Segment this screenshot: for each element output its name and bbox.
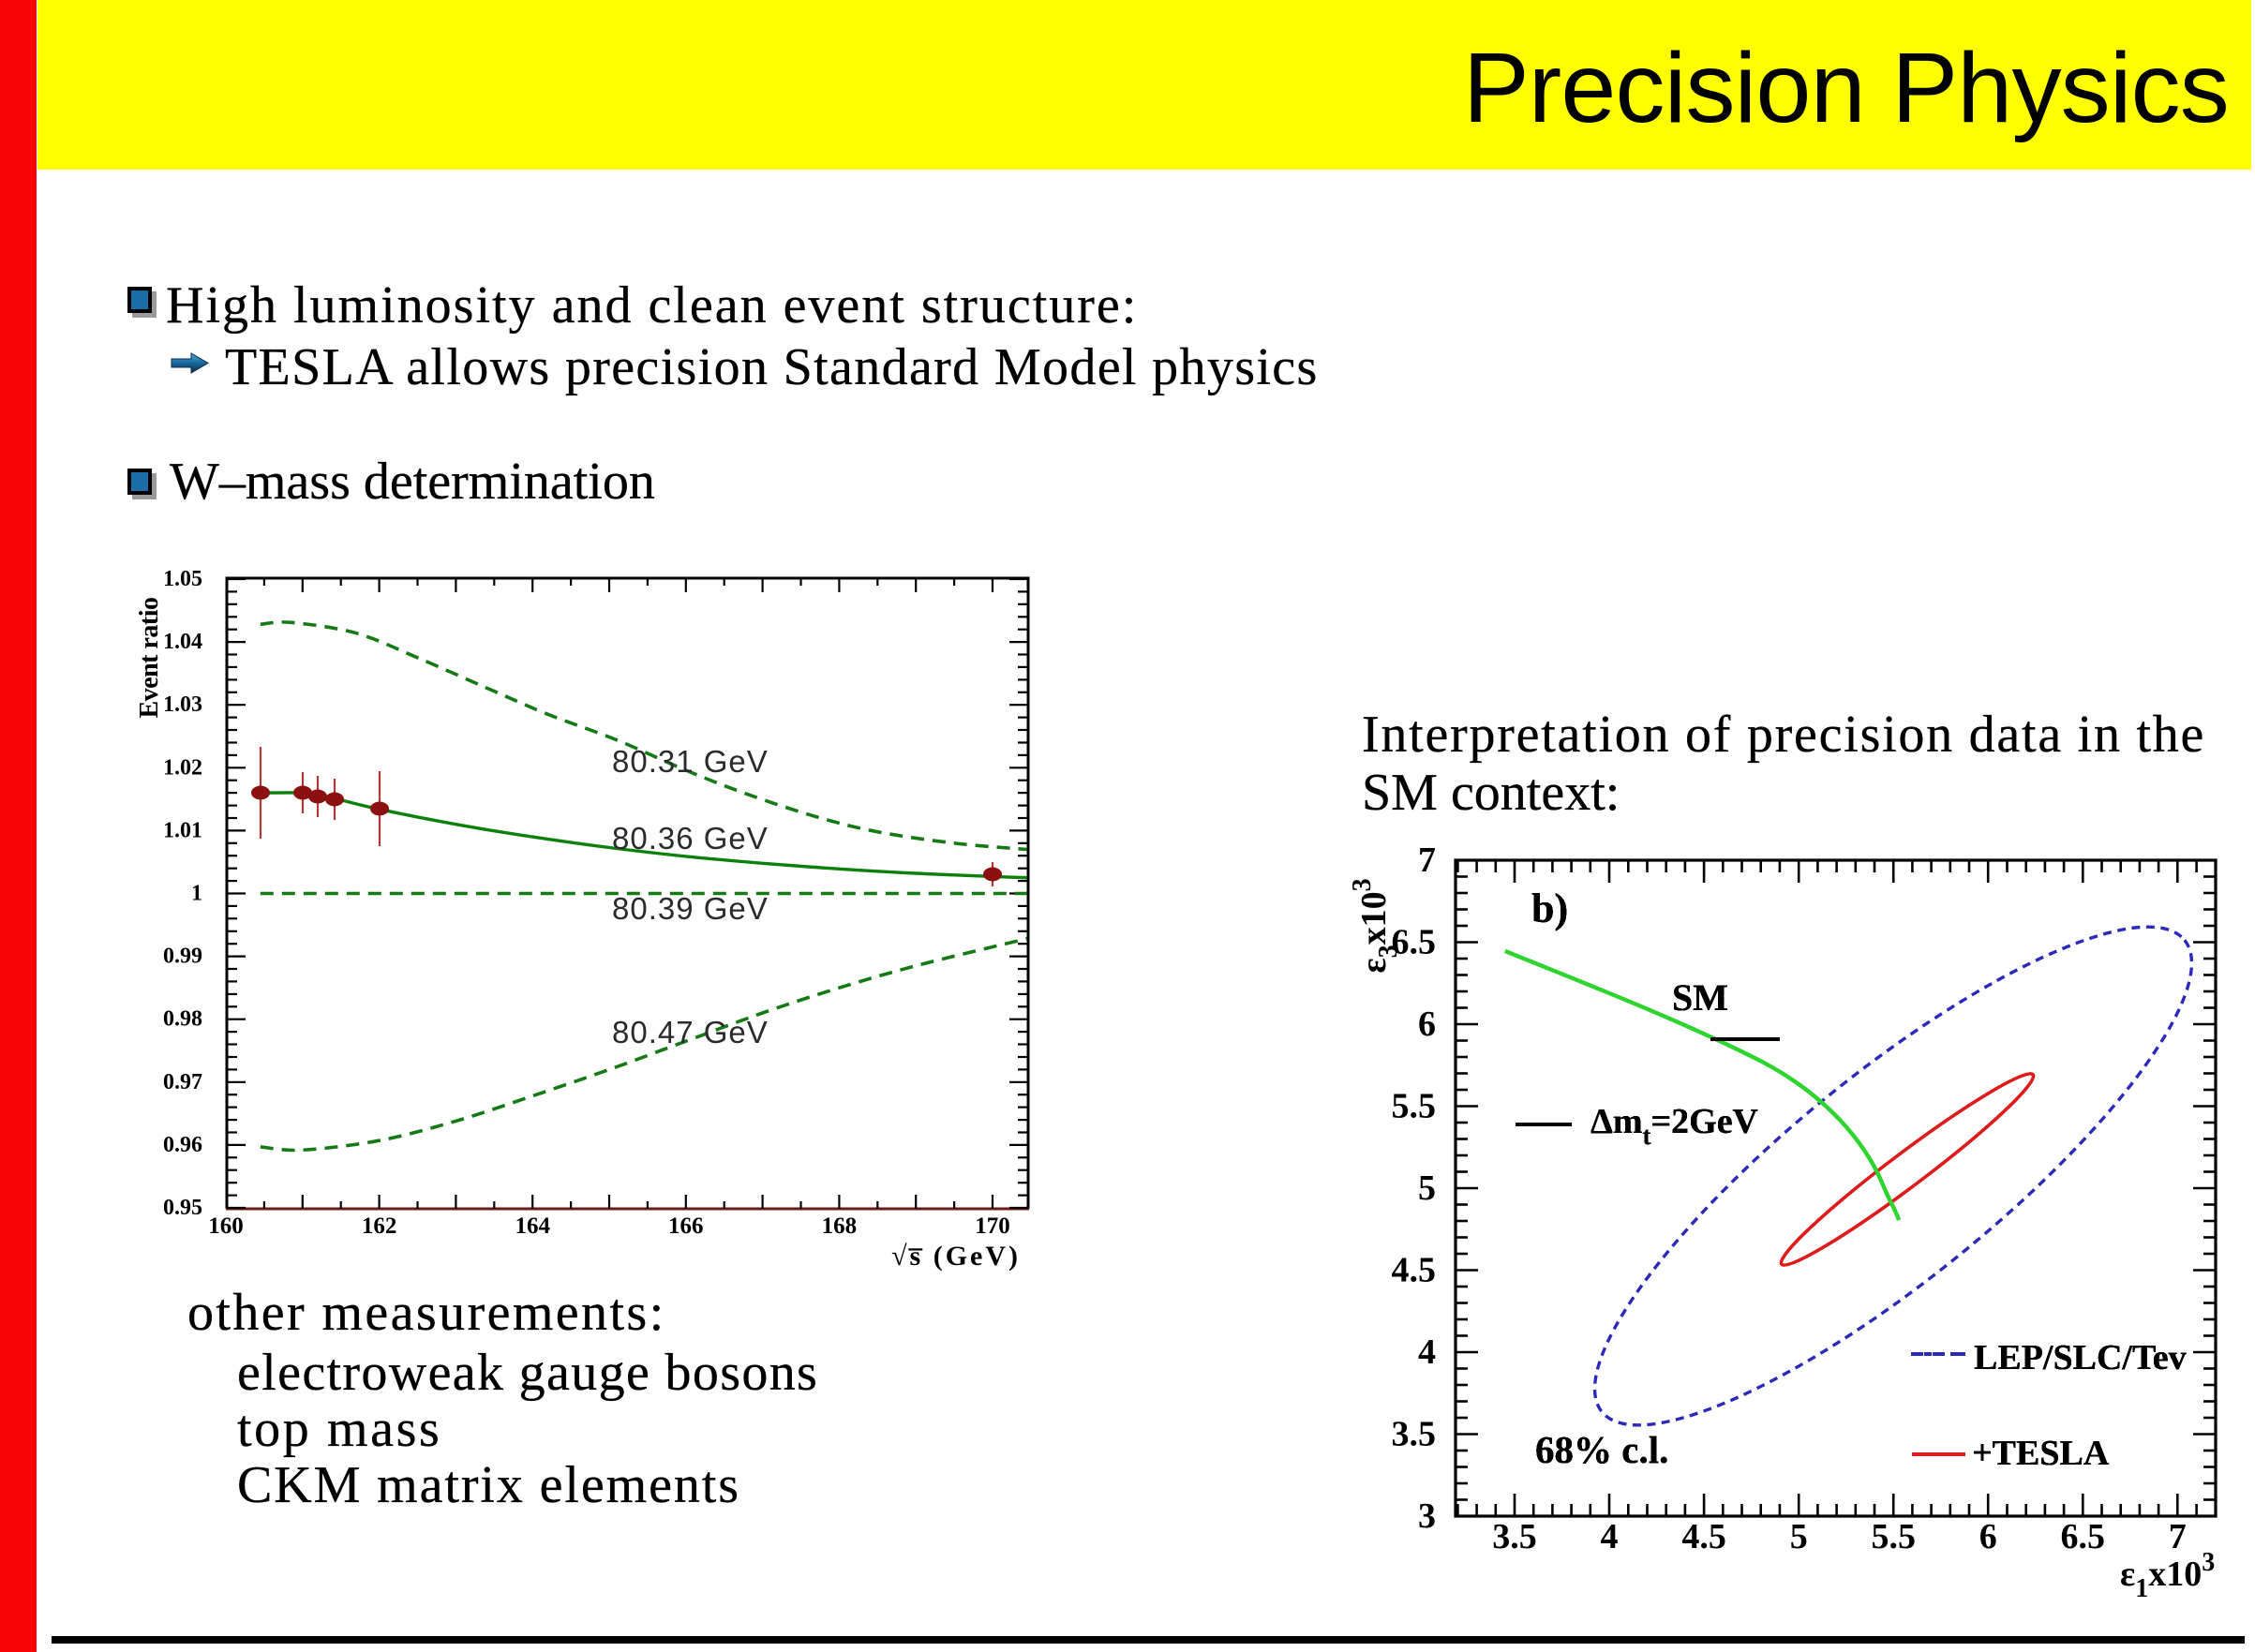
svg-text:166: 166 bbox=[668, 1213, 704, 1239]
svg-text:170: 170 bbox=[975, 1213, 1010, 1239]
svg-text:5: 5 bbox=[1790, 1517, 1808, 1556]
svg-text:+TESLA: +TESLA bbox=[1972, 1434, 2110, 1473]
svg-text:b): b) bbox=[1531, 886, 1568, 931]
svg-text:LEP/SLC/Tev: LEP/SLC/Tev bbox=[1974, 1338, 2187, 1377]
svg-text:0.95: 0.95 bbox=[163, 1196, 202, 1220]
svg-text:LEP/SLC/Tev: LEP/SLC/Tev bbox=[1974, 1338, 2187, 1377]
svg-text:3.5: 3.5 bbox=[1492, 1517, 1537, 1556]
svg-text:68% c.l.: 68% c.l. bbox=[1535, 1428, 1668, 1471]
svg-text:68% c.l.: 68% c.l. bbox=[1535, 1428, 1668, 1471]
svg-text:162: 162 bbox=[362, 1213, 397, 1239]
svg-text:SM: SM bbox=[1672, 976, 1728, 1019]
svg-text:LEP/SLC/Tev: LEP/SLC/Tev bbox=[1974, 1338, 2187, 1377]
svg-text:4.5: 4.5 bbox=[1392, 1251, 1437, 1290]
svg-text:SM: SM bbox=[1672, 976, 1728, 1019]
svg-text:0.97: 0.97 bbox=[163, 1070, 202, 1094]
svg-text:5.5: 5.5 bbox=[1871, 1517, 1916, 1556]
svg-text:0.96: 0.96 bbox=[163, 1133, 202, 1157]
svg-text:80.31 GeV: 80.31 GeV bbox=[612, 744, 769, 779]
svg-text:+TESLA: +TESLA bbox=[1972, 1434, 2110, 1473]
svg-text:b): b) bbox=[1531, 886, 1568, 931]
svg-text:+TESLA: +TESLA bbox=[1972, 1434, 2110, 1473]
svg-text:1.01: 1.01 bbox=[163, 818, 202, 842]
svg-text:7: 7 bbox=[2169, 1517, 2187, 1556]
svg-text:SM: SM bbox=[1672, 976, 1728, 1019]
svg-text:68% c.l.: 68% c.l. bbox=[1535, 1428, 1668, 1471]
svg-text:0.98: 0.98 bbox=[163, 1007, 202, 1032]
svg-text:68% c.l.: 68% c.l. bbox=[1535, 1428, 1668, 1471]
svg-text:6.5: 6.5 bbox=[2061, 1517, 2106, 1556]
svg-text:SM: SM bbox=[1672, 976, 1728, 1019]
svg-text:LEP/SLC/Tev: LEP/SLC/Tev bbox=[1974, 1338, 2187, 1377]
svg-text:+TESLA: +TESLA bbox=[1972, 1434, 2110, 1473]
svg-text:1.05: 1.05 bbox=[163, 567, 202, 591]
svg-text:+TESLA: +TESLA bbox=[1972, 1434, 2110, 1473]
svg-text:4.5: 4.5 bbox=[1681, 1517, 1726, 1556]
svg-text:68% c.l.: 68% c.l. bbox=[1535, 1428, 1668, 1471]
svg-text:68% c.l.: 68% c.l. bbox=[1535, 1428, 1668, 1471]
svg-text:b): b) bbox=[1531, 886, 1568, 931]
svg-text:LEP/SLC/Tev: LEP/SLC/Tev bbox=[1974, 1338, 2187, 1377]
svg-text:0.99: 0.99 bbox=[163, 945, 202, 969]
svg-text:Δmt=2GeV: Δmt=2GeV bbox=[1590, 1102, 1759, 1150]
svg-text:5.5: 5.5 bbox=[1392, 1087, 1437, 1126]
svg-text:+TESLA: +TESLA bbox=[1972, 1434, 2110, 1473]
svg-text:6: 6 bbox=[1418, 1005, 1436, 1044]
svg-text:ε1x103: ε1x103 bbox=[2120, 1548, 2215, 1603]
svg-text:3.5: 3.5 bbox=[1392, 1415, 1437, 1454]
svg-text:164: 164 bbox=[515, 1213, 550, 1239]
svg-text:1.03: 1.03 bbox=[163, 692, 202, 717]
svg-text:1.04: 1.04 bbox=[163, 630, 202, 654]
svg-text:80.39 GeV: 80.39 GeV bbox=[612, 891, 769, 926]
svg-text:6: 6 bbox=[1979, 1517, 1997, 1556]
svg-text:4: 4 bbox=[1418, 1332, 1436, 1372]
svg-text:LEP/SLC/Tev: LEP/SLC/Tev bbox=[1974, 1338, 2187, 1377]
svg-text:b): b) bbox=[1531, 886, 1568, 931]
svg-text:1.02: 1.02 bbox=[163, 755, 202, 780]
svg-text:LEP/SLC/Tev: LEP/SLC/Tev bbox=[1974, 1338, 2187, 1377]
svg-text:4: 4 bbox=[1601, 1517, 1619, 1556]
svg-text:+TESLA: +TESLA bbox=[1972, 1434, 2110, 1473]
svg-text:168: 168 bbox=[822, 1213, 858, 1239]
svg-text:b): b) bbox=[1531, 886, 1568, 931]
svg-text:b): b) bbox=[1531, 886, 1568, 931]
svg-text:SM: SM bbox=[1672, 976, 1728, 1019]
svg-text:SM: SM bbox=[1672, 976, 1728, 1019]
svg-text:b): b) bbox=[1531, 886, 1568, 931]
svg-text:3: 3 bbox=[1418, 1496, 1436, 1536]
svg-text:7: 7 bbox=[1418, 841, 1436, 880]
svg-text:+TESLA: +TESLA bbox=[1972, 1434, 2110, 1473]
svg-text:80.47 GeV: 80.47 GeV bbox=[612, 1015, 769, 1049]
svg-text:160: 160 bbox=[208, 1213, 244, 1239]
svg-text:LEP/SLC/Tev: LEP/SLC/Tev bbox=[1974, 1338, 2187, 1377]
svg-text:68% c.l.: 68% c.l. bbox=[1535, 1428, 1668, 1471]
svg-text:b): b) bbox=[1531, 886, 1568, 931]
svg-text:80.36 GeV: 80.36 GeV bbox=[612, 821, 769, 856]
svg-text:1: 1 bbox=[191, 882, 202, 906]
svg-text:SM: SM bbox=[1672, 976, 1728, 1019]
svg-text:b): b) bbox=[1531, 886, 1568, 931]
svg-text:5: 5 bbox=[1418, 1168, 1436, 1208]
svg-text:SM: SM bbox=[1672, 976, 1728, 1019]
svg-text:SM: SM bbox=[1672, 976, 1728, 1019]
svg-text:Event ratio: Event ratio bbox=[135, 597, 164, 718]
svg-text:+TESLA: +TESLA bbox=[1972, 1434, 2110, 1473]
svg-text:√s̅ (GeV): √s̅ (GeV) bbox=[891, 1241, 1021, 1272]
svg-text:68% c.l.: 68% c.l. bbox=[1535, 1428, 1668, 1471]
svg-text:LEP/SLC/Tev: LEP/SLC/Tev bbox=[1974, 1338, 2187, 1377]
svg-text:68% c.l.: 68% c.l. bbox=[1535, 1428, 1668, 1471]
svg-text:6.5: 6.5 bbox=[1392, 923, 1437, 962]
